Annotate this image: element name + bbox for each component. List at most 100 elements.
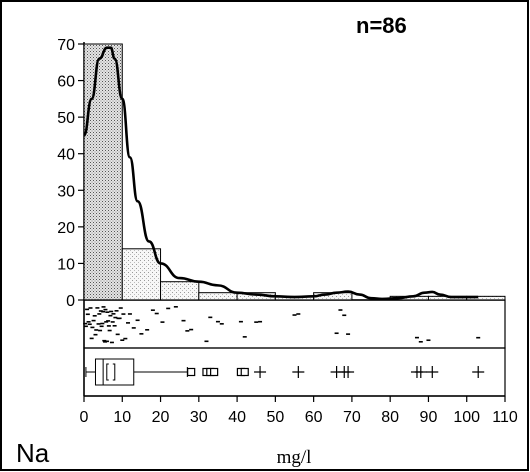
extreme-outlier-marker bbox=[414, 366, 427, 378]
dot-mark bbox=[189, 328, 194, 331]
dot-mark bbox=[334, 332, 339, 335]
dot-mark bbox=[126, 322, 131, 324]
dot-mark bbox=[204, 340, 209, 343]
dot-mark bbox=[131, 327, 136, 329]
dot-mark bbox=[115, 333, 120, 336]
extreme-outlier-marker bbox=[472, 366, 485, 378]
y-tick-label: 20 bbox=[57, 220, 75, 237]
dot-mark bbox=[98, 329, 103, 332]
dot-mark bbox=[103, 308, 108, 311]
mean-bracket bbox=[106, 363, 116, 381]
dot-mark bbox=[111, 313, 116, 315]
dot-mark bbox=[150, 309, 155, 311]
dot-mark bbox=[117, 317, 122, 320]
x-tick-label: 10 bbox=[113, 409, 131, 426]
dot-mark bbox=[476, 336, 481, 339]
dot-mark bbox=[85, 313, 90, 316]
dot-mark bbox=[426, 339, 431, 342]
mild-outlier-marker bbox=[240, 367, 249, 377]
dot-mark bbox=[145, 329, 150, 331]
dot-mark bbox=[107, 329, 112, 332]
dot-mark bbox=[92, 315, 97, 317]
dot-mark bbox=[154, 312, 159, 315]
y-tick-label: 10 bbox=[57, 256, 75, 273]
dot-strip-frame bbox=[83, 299, 506, 349]
variable-label: Na bbox=[16, 438, 50, 468]
x-tick-label: 100 bbox=[453, 409, 480, 426]
dot-mark bbox=[242, 336, 247, 338]
x-tick-label: 40 bbox=[228, 409, 246, 426]
sample-size-label: n=86 bbox=[356, 13, 407, 38]
dot-mark bbox=[102, 339, 107, 342]
histogram-panel: 0 10 20 30 40 50 60 70 bbox=[57, 37, 506, 396]
dot-mark bbox=[127, 313, 132, 315]
dot-mark bbox=[112, 324, 117, 327]
y-tick-label: 40 bbox=[57, 147, 75, 164]
y-tick-label: 50 bbox=[57, 110, 75, 127]
dot-mark bbox=[219, 323, 224, 325]
dot-mark bbox=[185, 330, 190, 332]
dot-mark bbox=[166, 307, 171, 310]
y-tick-label: 30 bbox=[57, 183, 75, 200]
histogram-bar bbox=[198, 292, 238, 301]
dot-mark bbox=[258, 320, 263, 323]
dot-strip-panel bbox=[83, 299, 506, 349]
dot-mark bbox=[109, 341, 114, 344]
dot-mark bbox=[342, 314, 347, 317]
dot-mark bbox=[160, 321, 165, 323]
y-tick-label: 0 bbox=[66, 293, 75, 310]
dot-mark bbox=[118, 307, 123, 309]
mild-outlier-marker bbox=[210, 367, 219, 377]
dot-mark bbox=[120, 339, 125, 341]
x-axis-label: mg/l bbox=[277, 447, 312, 468]
dot-mark bbox=[292, 314, 297, 316]
dot-mark bbox=[91, 319, 96, 322]
x-tick-label: 0 bbox=[80, 409, 89, 426]
dot-mark bbox=[89, 337, 94, 340]
x-tick-label: 90 bbox=[420, 409, 438, 426]
dot-mark bbox=[173, 306, 178, 308]
dot-mark bbox=[97, 313, 102, 315]
x-tick-label: 30 bbox=[190, 409, 208, 426]
dot-mark bbox=[83, 325, 88, 328]
extreme-outlier-marker bbox=[254, 366, 267, 378]
y-tick-label: 60 bbox=[57, 74, 75, 91]
dot-mark bbox=[238, 320, 243, 323]
dot-mark bbox=[135, 319, 140, 322]
dot-mark bbox=[94, 329, 99, 331]
dot-mark bbox=[104, 340, 109, 343]
dot-mark bbox=[254, 321, 259, 323]
boxplot-panel bbox=[83, 347, 506, 397]
dot-mark bbox=[95, 307, 100, 309]
dot-mark bbox=[100, 322, 105, 325]
dot-mark bbox=[123, 337, 128, 340]
extreme-outlier-marker bbox=[292, 366, 305, 378]
x-tick-label: 50 bbox=[266, 409, 284, 426]
dot-mark bbox=[88, 307, 93, 309]
dot-mark bbox=[96, 323, 101, 325]
y-tick-label: 70 bbox=[57, 37, 75, 54]
mild-outlier-marker bbox=[187, 367, 196, 377]
dot-mark bbox=[181, 319, 186, 322]
dot-mark bbox=[104, 321, 109, 323]
dot-mark bbox=[346, 333, 351, 335]
x-axis: 0 10 20 30 40 50 60 70 80 90 100 110 bbox=[80, 395, 518, 426]
dot-mark bbox=[90, 326, 95, 329]
dot-mark bbox=[101, 306, 106, 308]
histogram-bar bbox=[160, 281, 200, 301]
dot-mark bbox=[99, 325, 104, 328]
histogram-bar bbox=[83, 43, 123, 301]
dot-mark bbox=[113, 316, 118, 319]
dot-mark bbox=[338, 309, 343, 311]
dot-mark bbox=[85, 308, 90, 311]
x-tick-label: 20 bbox=[152, 409, 170, 426]
dot-mark bbox=[93, 333, 98, 336]
dot-mark bbox=[86, 321, 91, 323]
x-tick-label: 80 bbox=[381, 409, 399, 426]
dot-mark bbox=[98, 310, 103, 312]
dot-mark bbox=[106, 320, 111, 322]
extreme-outlier-marker bbox=[426, 366, 439, 378]
x-tick-label: 70 bbox=[343, 409, 361, 426]
